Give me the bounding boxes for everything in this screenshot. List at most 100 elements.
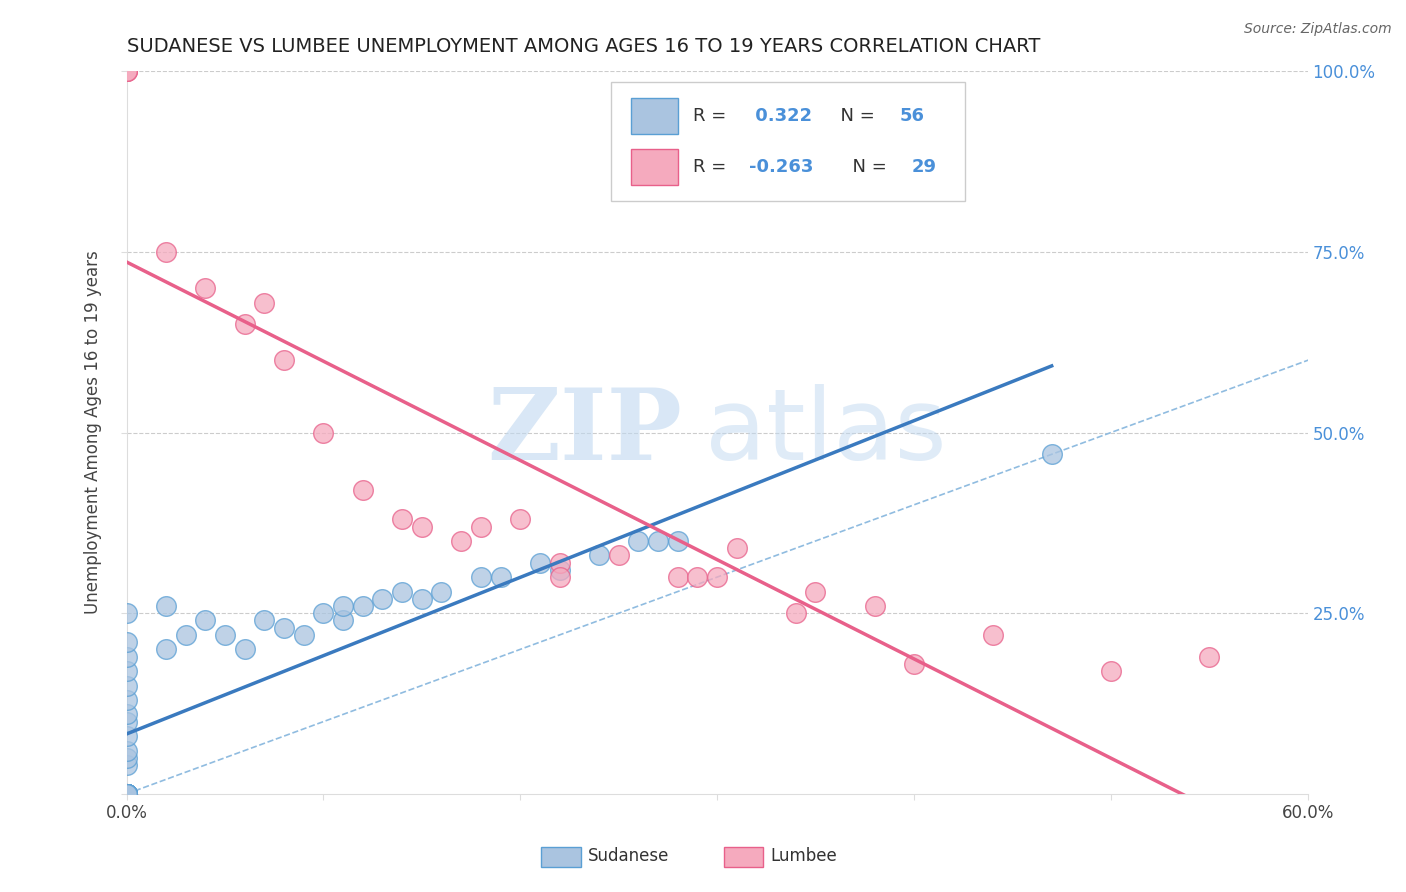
Point (115, 787, 138, 801)
Point (273, 353, 295, 368)
Text: ZIP: ZIP (486, 384, 682, 481)
Point (115, 787, 138, 801)
Point (863, 599, 886, 613)
Point (332, 614, 354, 628)
Point (411, 591, 433, 606)
Text: Source: ZipAtlas.com: Source: ZipAtlas.com (1244, 22, 1392, 37)
Point (115, 635, 138, 649)
Text: 56: 56 (900, 107, 925, 125)
Point (115, 607, 138, 621)
Text: Lumbee: Lumbee (770, 847, 837, 865)
Point (115, 787, 138, 801)
Point (706, 570, 728, 584)
Point (115, 787, 138, 801)
Point (115, 787, 138, 801)
Point (115, 664, 138, 678)
Bar (631, 149, 678, 185)
Point (981, 628, 1004, 642)
Point (253, 614, 276, 628)
Point (312, 607, 335, 621)
Point (489, 570, 512, 584)
Point (115, 64, 138, 78)
Point (470, 570, 492, 584)
Point (233, 642, 256, 657)
Text: N =: N = (830, 107, 880, 125)
Point (115, 787, 138, 801)
Point (115, 787, 138, 801)
Point (548, 556, 571, 570)
Point (548, 563, 571, 577)
Point (686, 570, 709, 584)
Point (115, 787, 138, 801)
Point (214, 628, 236, 642)
Point (371, 591, 394, 606)
Point (509, 512, 531, 526)
Point (588, 549, 610, 563)
Point (115, 714, 138, 729)
Point (1040, 447, 1063, 461)
Point (804, 584, 827, 599)
Point (627, 533, 650, 548)
Point (607, 549, 630, 563)
Point (666, 533, 689, 548)
Text: 0.322: 0.322 (749, 107, 813, 125)
Point (115, 787, 138, 801)
Point (115, 693, 138, 707)
Point (194, 281, 217, 295)
Point (411, 519, 433, 533)
Point (1099, 664, 1122, 678)
Point (430, 584, 453, 599)
Point (115, 787, 138, 801)
Point (233, 318, 256, 332)
Point (155, 599, 177, 613)
Point (155, 244, 177, 259)
Point (529, 556, 551, 570)
Point (194, 614, 217, 628)
Point (115, 707, 138, 722)
Point (312, 425, 335, 440)
Point (115, 787, 138, 801)
Point (903, 657, 925, 671)
Point (391, 584, 413, 599)
Point (725, 541, 748, 556)
Point (115, 751, 138, 765)
Text: Sudanese: Sudanese (588, 847, 669, 865)
Point (115, 743, 138, 757)
Point (115, 787, 138, 801)
Point (450, 533, 472, 548)
Point (332, 599, 354, 613)
Text: SUDANESE VS LUMBEE UNEMPLOYMENT AMONG AGES 16 TO 19 YEARS CORRELATION CHART: SUDANESE VS LUMBEE UNEMPLOYMENT AMONG AG… (127, 37, 1040, 56)
Text: N =: N = (841, 158, 893, 176)
Point (352, 599, 374, 613)
Point (115, 758, 138, 772)
Text: atlas: atlas (706, 384, 946, 481)
Text: -0.263: -0.263 (749, 158, 813, 176)
Point (647, 533, 669, 548)
Point (115, 678, 138, 692)
Y-axis label: Unemployment Among Ages 16 to 19 years: Unemployment Among Ages 16 to 19 years (84, 251, 103, 615)
Text: 29: 29 (912, 158, 936, 176)
Point (785, 607, 807, 621)
Point (115, 787, 138, 801)
Point (115, 729, 138, 743)
Point (115, 787, 138, 801)
Point (391, 512, 413, 526)
Point (115, 64, 138, 78)
Point (155, 642, 177, 657)
Point (666, 570, 689, 584)
Point (115, 787, 138, 801)
Point (115, 64, 138, 78)
Point (174, 628, 197, 642)
Point (273, 621, 295, 635)
Point (292, 628, 315, 642)
Bar (631, 98, 678, 134)
Point (253, 295, 276, 310)
Text: R =: R = (693, 107, 733, 125)
Text: R =: R = (693, 158, 733, 176)
Point (352, 483, 374, 498)
Point (115, 787, 138, 801)
Point (1198, 649, 1220, 664)
Point (470, 519, 492, 533)
Point (548, 570, 571, 584)
Point (115, 787, 138, 801)
